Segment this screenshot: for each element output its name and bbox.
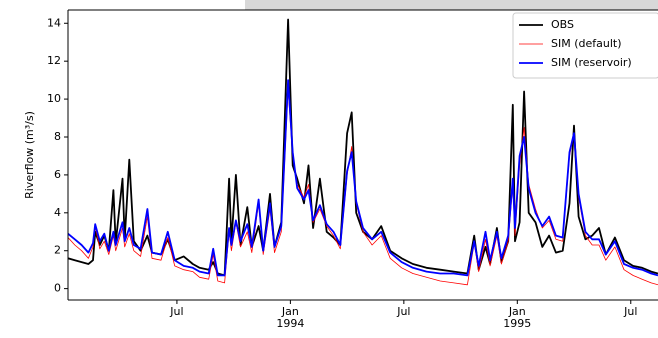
y-tick-label: 0 [54, 282, 61, 295]
y-tick-label: 10 [47, 92, 61, 105]
y-tick-label: 8 [54, 130, 61, 143]
background-image [245, 0, 658, 10]
x-tick-label: Jan 1994 [260, 306, 320, 330]
y-tick-label: 14 [47, 16, 61, 29]
x-tick-label: Jan 1995 [487, 306, 547, 330]
x-tick-label: Jul [601, 306, 658, 318]
y-tick-label: 6 [54, 168, 61, 181]
series-line [68, 90, 658, 285]
y-tick-label: 2 [54, 244, 61, 257]
legend-label: SIM (default) [551, 37, 622, 50]
legend-label: SIM (reservoir) [551, 56, 632, 69]
y-tick-label: 12 [47, 54, 61, 67]
series-line [68, 80, 658, 275]
page: {"chart_data": {"type": "line", "y_label… [0, 0, 658, 338]
legend-label: OBS [551, 18, 574, 31]
x-tick-label: Jul [374, 306, 434, 318]
x-tick-label: Jul [147, 306, 207, 318]
chart: Riverflow (m³/s) 0 2 4 6 8 10 12 14 OBS SIM (defa… [0, 0, 658, 338]
y-tick-label: 4 [54, 206, 61, 219]
y-axis-label: Riverflow (m³/s) [23, 111, 36, 199]
